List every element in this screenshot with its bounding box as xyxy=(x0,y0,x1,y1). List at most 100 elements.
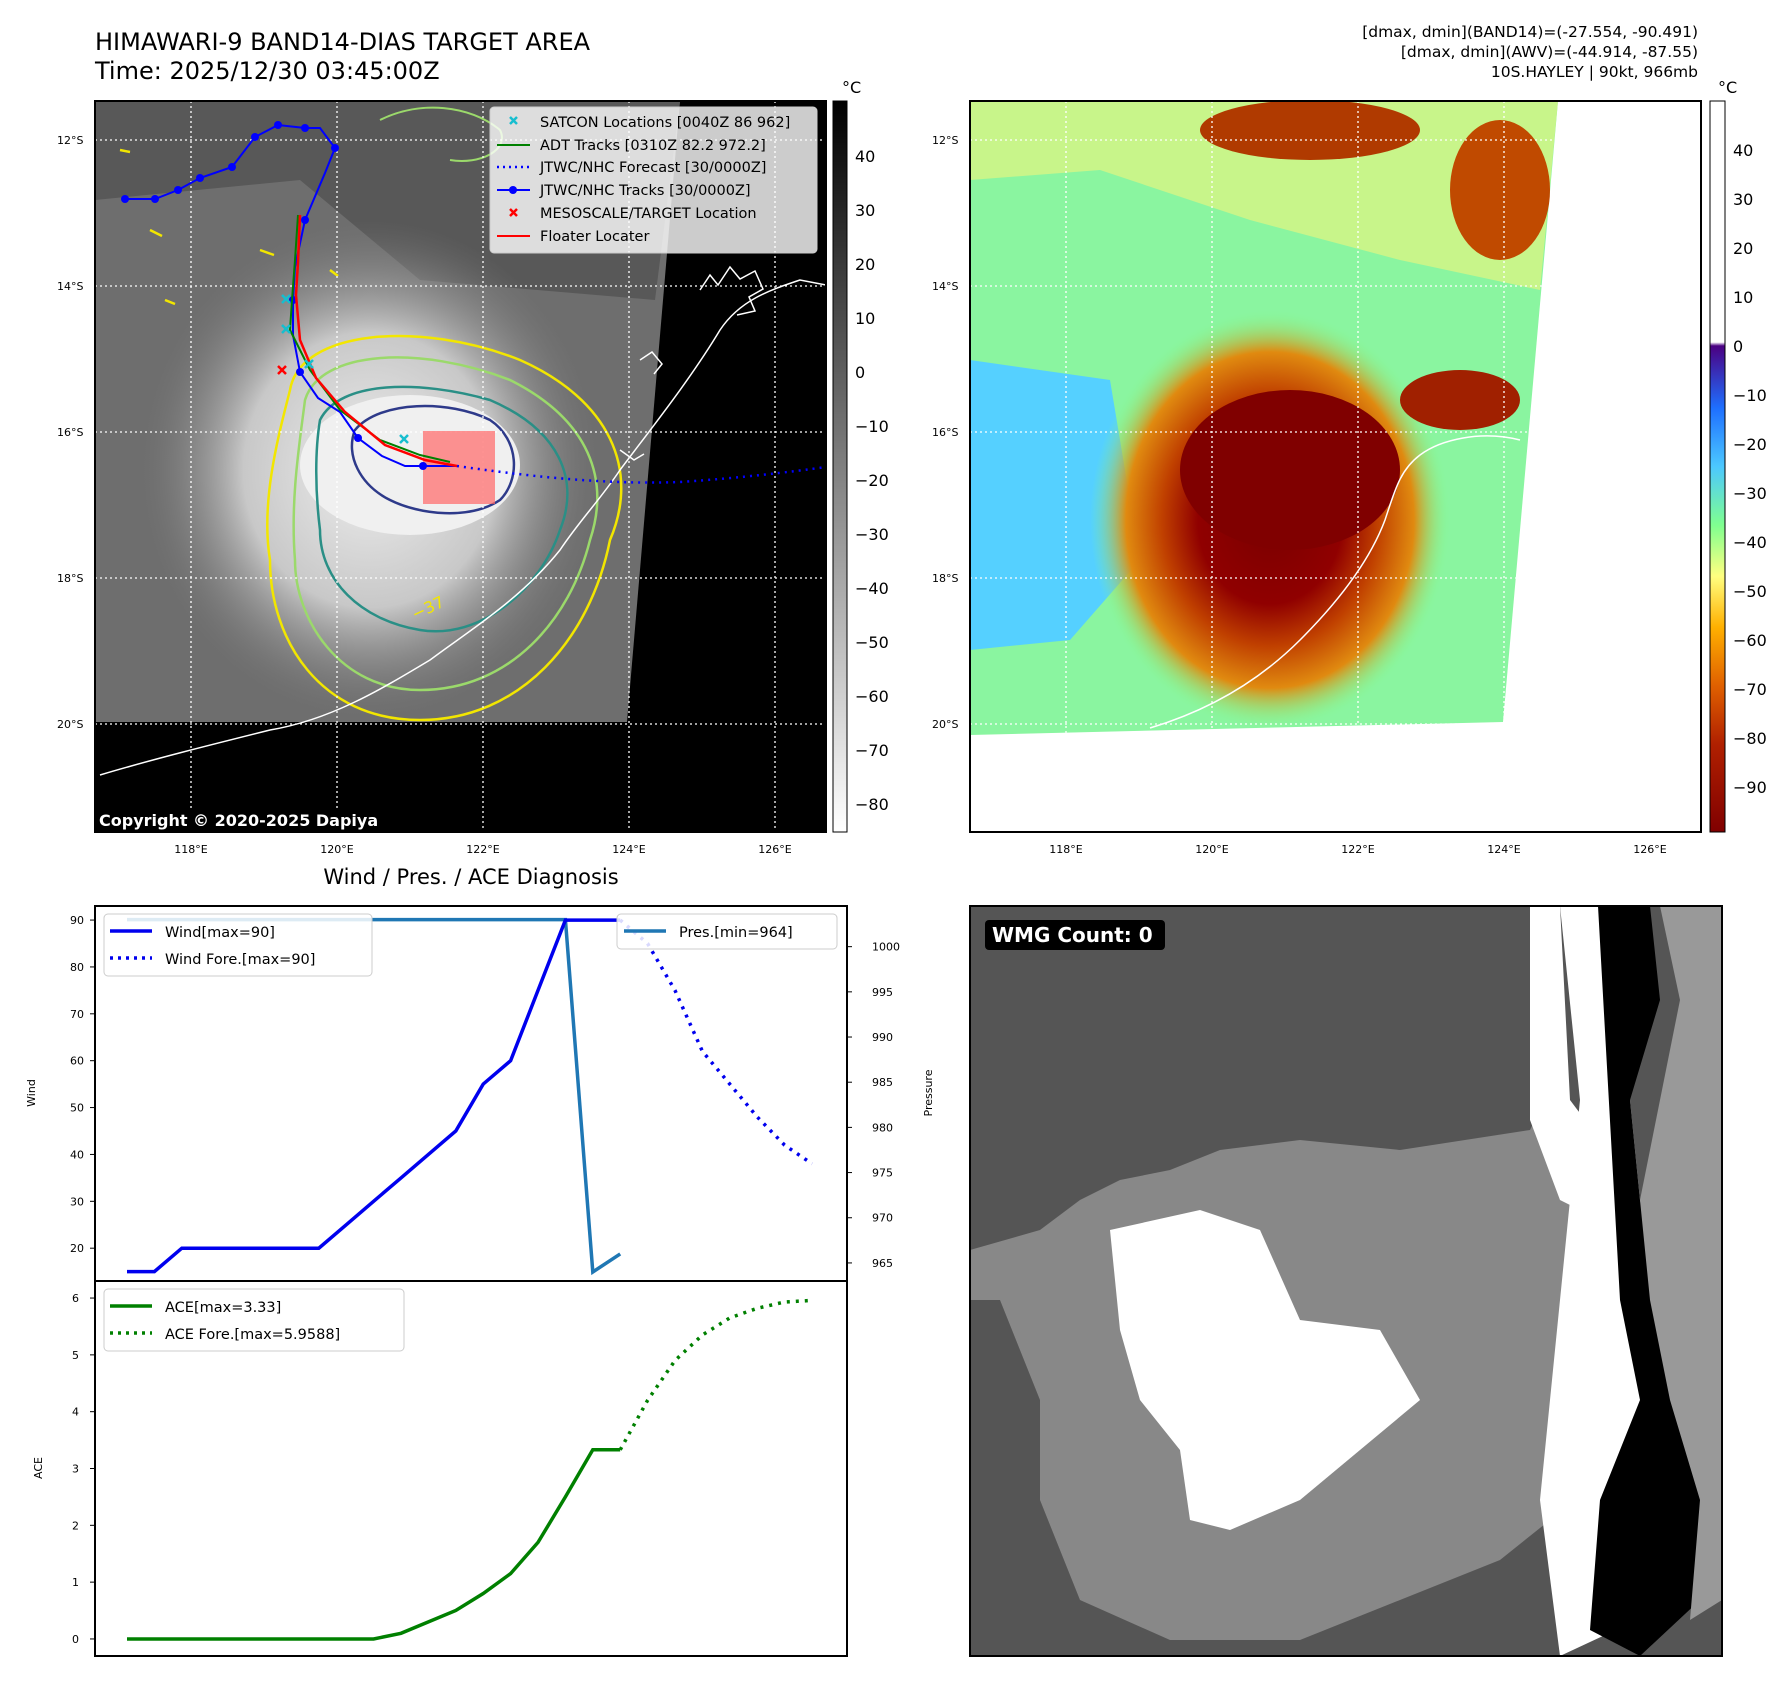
tr-lon-tick: 122°E xyxy=(1341,843,1374,856)
tl-colorbar-unit: °C xyxy=(842,78,861,97)
contour-navy xyxy=(350,404,516,515)
jtwc-forecast-track xyxy=(456,464,826,484)
moist-band xyxy=(970,101,1558,290)
satcon-markers xyxy=(281,294,409,444)
copyright-text: Copyright © 2020-2025 Dapiya xyxy=(99,811,378,830)
tl-lat-tick: 18°S xyxy=(57,572,83,585)
top-left-lat-ticks: 12°S 14°S 16°S 18°S 20°S xyxy=(57,134,83,731)
tl-cb-tick: −70 xyxy=(855,741,889,760)
top-right-colorbar xyxy=(1709,100,1726,833)
tr-cb-tick: 0 xyxy=(1733,337,1743,356)
legend-label-4: MESOSCALE/TARGET Location xyxy=(540,206,757,222)
ace-tick-label: 3 xyxy=(72,1463,79,1476)
pressure-tick-label: 985 xyxy=(872,1076,893,1089)
tr-lat-tick: 12°S xyxy=(932,134,958,147)
ace-tick-label: 4 xyxy=(72,1406,79,1419)
legend-mesoscale-icon xyxy=(509,208,518,217)
pressure-legend-box xyxy=(616,913,838,950)
tr-lat-tick: 20°S xyxy=(932,718,958,731)
tl-cb-tick: 20 xyxy=(855,255,875,274)
tr-cb-tick: −50 xyxy=(1733,582,1767,601)
top-right-map xyxy=(970,101,1701,832)
top-right-frame xyxy=(969,100,1702,833)
tl-lat-tick: 20°S xyxy=(57,718,83,731)
info-line-3: 10S.HAYLEY | 90kt, 966mb xyxy=(1490,63,1698,81)
tl-lon-tick: 118°E xyxy=(174,843,207,856)
tr-lon-tick: 124°E xyxy=(1487,843,1520,856)
legend-pressure-label: Pres.[min=964] xyxy=(679,925,793,941)
pressure-tick-label: 995 xyxy=(872,986,893,999)
legend-wind-forecast-label: Wind Fore.[max=90] xyxy=(165,952,315,968)
copyright-bg xyxy=(95,808,405,832)
tl-cb-tick: −20 xyxy=(855,471,889,490)
wind-line xyxy=(127,918,621,1274)
diagnosis-title: Wind / Pres. / ACE Diagnosis xyxy=(323,865,618,889)
tl-lat-tick: 14°S xyxy=(57,280,83,293)
wind-forecast-line xyxy=(619,918,813,1166)
wind-axis-label: Wind xyxy=(25,1079,38,1107)
contour-yellow xyxy=(266,334,623,722)
tl-cb-tick: −60 xyxy=(855,687,889,706)
tr-cb-tick: −70 xyxy=(1733,680,1767,699)
top-right-lat-ticks: 12°S 14°S 16°S 18°S 20°S xyxy=(932,134,958,731)
north-convection xyxy=(1200,101,1420,160)
tl-cb-tick: −50 xyxy=(855,633,889,652)
legend-ace-forecast-label: ACE Fore.[max=5.9588] xyxy=(165,1327,340,1343)
top-right-colorbar-ticks: 40 30 20 10 0 −10 −20 −30 −40 −50 −60 −7… xyxy=(1733,141,1767,797)
tr-cb-tick: −90 xyxy=(1733,778,1767,797)
coastline-islands xyxy=(619,265,764,461)
wind-tick-label: 50 xyxy=(70,1102,84,1115)
pressure-tick-label: 990 xyxy=(872,1031,893,1044)
wind-pressure-chart: 20 30 40 50 60 70 80 90 965 970 975 980 985 990 995 10… xyxy=(25,905,935,1282)
ace-legend-box xyxy=(103,1288,405,1352)
top-left-title-2: Time: 2025/12/30 03:45:00Z xyxy=(95,57,440,85)
legend-satcon-icon xyxy=(509,116,518,125)
tr-cb-tick: −20 xyxy=(1733,435,1767,454)
contour-light-green xyxy=(292,356,599,692)
legend-label-5: Floater Locater xyxy=(540,229,649,245)
ne-convection xyxy=(1450,120,1550,260)
tl-cb-tick: −10 xyxy=(855,417,889,436)
pressure-tick-label: 970 xyxy=(872,1212,893,1225)
legend-label-0: SATCON Locations [0040Z 86 962] xyxy=(540,115,790,131)
pressure-tick-label: 1000 xyxy=(872,941,900,954)
tr-cb-tick: −60 xyxy=(1733,631,1767,650)
tl-cb-tick: −30 xyxy=(855,525,889,544)
wmg-white-core xyxy=(1110,1210,1420,1530)
top-left-colorbar xyxy=(832,100,848,833)
tr-cb-tick: −10 xyxy=(1733,386,1767,405)
target-area-box xyxy=(423,431,495,504)
tl-lat-tick: 12°S xyxy=(57,134,83,147)
wmg-badge-bg xyxy=(985,920,1165,950)
storm-core-awv xyxy=(1180,390,1400,550)
tl-lon-tick: 120°E xyxy=(320,843,353,856)
tr-lon-tick: 120°E xyxy=(1195,843,1228,856)
pressure-tick-label: 980 xyxy=(872,1121,893,1134)
ace-tick-label: 5 xyxy=(72,1349,79,1362)
ace-tick-label: 6 xyxy=(72,1292,79,1305)
tr-cb-tick: 10 xyxy=(1733,288,1753,307)
mesoscale-target-marker xyxy=(277,365,287,375)
tr-lon-tick: 118°E xyxy=(1049,843,1082,856)
ace-axis-label: ACE xyxy=(32,1457,45,1479)
east-convection xyxy=(1400,370,1520,430)
legend-label-3: JTWC/NHC Tracks [30/0000Z] xyxy=(539,183,751,199)
legend-ace-label: ACE[max=3.33] xyxy=(165,1300,281,1316)
wmg-count-badge: WMG Count: 0 xyxy=(992,923,1153,947)
tr-cb-tick: −40 xyxy=(1733,533,1767,552)
ace-chart: 0 1 2 3 4 5 6 ACE ACE[max=3.33] ACE Fore.[max=… xyxy=(32,1280,848,1657)
coastline-awv xyxy=(1149,435,1521,729)
top-left-map: −37 xyxy=(95,101,826,832)
tl-lon-tick: 126°E xyxy=(758,843,791,856)
tl-cb-tick: −80 xyxy=(855,795,889,814)
tr-lat-tick: 16°S xyxy=(932,426,958,439)
tl-cb-tick: −40 xyxy=(855,579,889,598)
ace-line xyxy=(127,1448,621,1641)
top-left-colorbar-ticks: 40 30 20 10 0 −10 −20 −30 −40 −50 −60 −7… xyxy=(855,147,889,814)
wind-tick-label: 80 xyxy=(70,961,84,974)
contour-specks xyxy=(119,148,339,306)
top-left-title-1: HIMAWARI-9 BAND14-DIAS TARGET AREA xyxy=(95,28,591,56)
wind-legend-box xyxy=(103,913,373,977)
wmg-panel: WMG Count: 0 xyxy=(969,905,1723,1657)
tr-colorbar-unit: °C xyxy=(1718,78,1737,97)
